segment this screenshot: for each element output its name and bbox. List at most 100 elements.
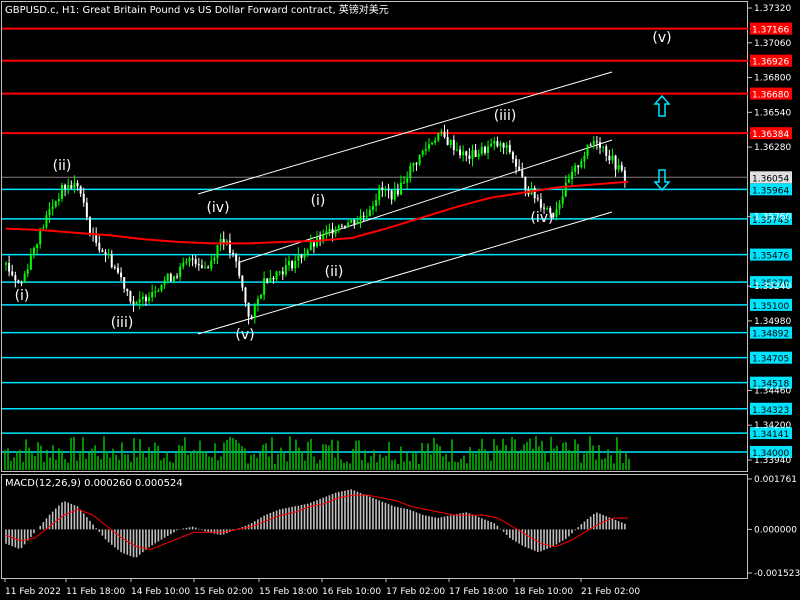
macd-panel-frame <box>1 474 748 579</box>
candle-body <box>483 146 486 153</box>
resistance-price-tag <box>750 22 792 35</box>
candle-body <box>614 155 617 170</box>
candle-body <box>561 196 564 204</box>
price-axis-tick-label: 1.35240 <box>754 282 791 292</box>
candle-body <box>250 316 253 318</box>
candle-body <box>17 280 20 283</box>
candle-body <box>365 216 368 218</box>
candle-body <box>319 237 322 242</box>
candle-body <box>412 163 415 167</box>
macd-label: MACD(12,26,9) 0.000260 0.000524 <box>5 478 183 489</box>
candle-body <box>334 230 337 234</box>
candle-body <box>599 142 602 148</box>
candle-body <box>5 263 7 265</box>
candle-body <box>493 141 496 144</box>
candle-body <box>592 141 595 145</box>
support-price-label: 1.34323 <box>752 406 789 416</box>
resistance-price-label: 1.37166 <box>752 26 789 36</box>
candle-body <box>574 165 577 172</box>
support-price-label: 1.35100 <box>752 302 789 312</box>
candle-body <box>26 269 29 274</box>
candle-body <box>471 150 474 159</box>
candle-body <box>390 190 393 200</box>
candle-body <box>446 137 449 145</box>
support-price-tag <box>750 351 792 364</box>
time-axis-tick-label: 18 Feb 10:00 <box>514 587 573 597</box>
support-price-tag <box>750 376 792 389</box>
candle-body <box>238 261 241 276</box>
candle-body <box>172 276 175 282</box>
candle-body <box>303 254 306 258</box>
candle-body <box>443 131 446 138</box>
candle-body <box>605 146 608 156</box>
wave-label: (iv) <box>206 200 229 216</box>
candle-body <box>465 151 468 156</box>
candle-body <box>586 144 589 156</box>
candle-body <box>88 217 91 234</box>
time-axis-tick-label: 16 Feb 10:00 <box>322 587 381 597</box>
candle-body <box>409 166 412 179</box>
candle-body <box>384 189 387 191</box>
candle-body <box>558 203 561 210</box>
candle-body <box>452 139 455 151</box>
candle-body <box>480 146 483 154</box>
candle-body <box>272 277 275 280</box>
price-axis-tick-label: 1.37320 <box>754 4 791 14</box>
resistance-price-tag <box>750 87 792 100</box>
candle-body <box>496 141 499 147</box>
candle-body <box>82 193 85 203</box>
candle-body <box>459 149 462 156</box>
candle-body <box>120 272 123 278</box>
candle-body <box>415 163 418 165</box>
candle-body <box>387 189 390 191</box>
price-axis-tick-label: 1.34980 <box>754 317 791 327</box>
candle-body <box>518 166 521 171</box>
candle-body <box>32 247 35 256</box>
candle-body <box>306 250 309 255</box>
candle-body <box>328 229 331 232</box>
candle-body <box>300 255 303 258</box>
candle-body <box>36 244 39 248</box>
candle-body <box>219 239 222 246</box>
wave-label: (ii) <box>53 158 72 174</box>
candle-body <box>515 159 518 167</box>
candle-body <box>291 261 294 269</box>
candle-body <box>20 282 23 284</box>
candle-body <box>179 266 182 277</box>
candle-body <box>437 133 440 141</box>
candle-body <box>110 253 113 268</box>
candle-body <box>294 260 297 269</box>
candle-body <box>608 155 611 161</box>
candle-body <box>511 152 514 160</box>
candle-body <box>312 242 315 247</box>
wave-label: (i) <box>311 193 326 209</box>
support-price-label: 1.35476 <box>752 252 789 262</box>
time-axis-tick-label: 17 Feb 18:00 <box>449 587 508 597</box>
candle-body <box>378 187 381 201</box>
candle-body <box>138 299 141 303</box>
candle-body <box>185 261 188 264</box>
candle-body <box>331 229 334 234</box>
main-panel-frame <box>1 1 748 472</box>
candle-body <box>160 284 163 291</box>
candle-body <box>260 294 263 299</box>
candle-body <box>487 146 490 153</box>
candle-body <box>462 151 465 156</box>
candle-body <box>564 182 567 197</box>
candle-body <box>247 302 250 317</box>
candle-body <box>225 240 228 244</box>
candle-body <box>524 176 527 190</box>
price-axis-tick-label: 1.35760 <box>754 213 791 223</box>
candle-body <box>182 263 185 267</box>
candle-body <box>350 219 353 223</box>
candle-body <box>623 170 626 181</box>
candle-body <box>85 202 88 218</box>
candle-body <box>449 139 452 145</box>
candle-body <box>39 228 42 245</box>
candle-body <box>359 215 362 221</box>
resistance-price-label: 1.36926 <box>752 58 789 68</box>
support-price-tag <box>750 298 792 311</box>
candle-body <box>284 265 287 275</box>
macd-axis-tick-label: -0.001523 <box>754 569 800 579</box>
